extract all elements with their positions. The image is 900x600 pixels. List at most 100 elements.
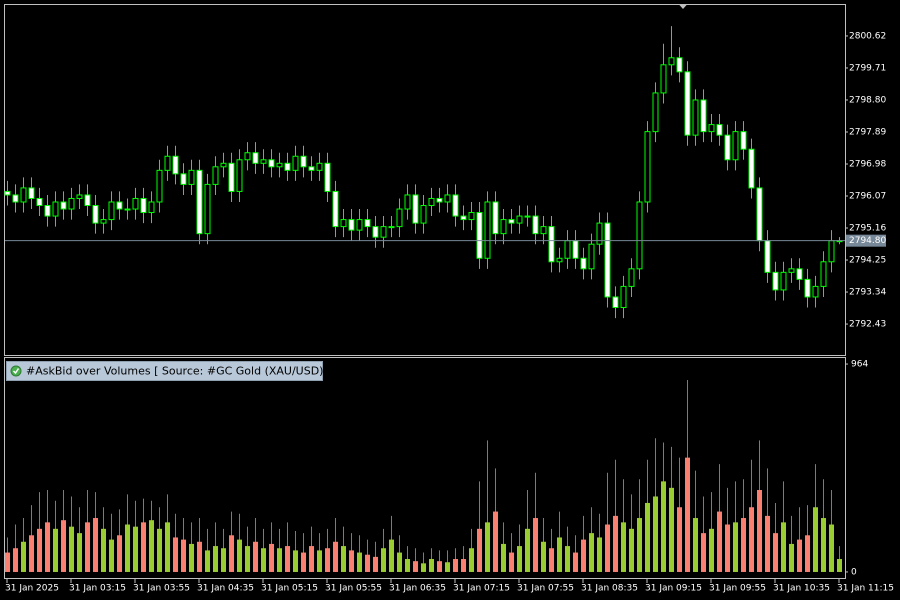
- candle-body: [364, 219, 371, 228]
- y-tick-label: 2794.25: [849, 256, 886, 266]
- volume-bar: [765, 515, 770, 572]
- candle-body: [812, 285, 819, 298]
- volume-bar: [253, 541, 258, 572]
- volume-bar: [661, 481, 666, 572]
- volume-bar: [21, 541, 26, 572]
- volume-bar: [341, 546, 346, 572]
- candle-body: [804, 278, 811, 298]
- volume-bar: [301, 552, 306, 572]
- candle-body: [348, 219, 355, 231]
- volume-layer: 964 0: [5, 360, 868, 577]
- candle-body: [12, 194, 19, 203]
- volume-bar: [37, 528, 42, 572]
- candle-body: [180, 173, 187, 185]
- candle-body: [452, 194, 459, 217]
- candle-body: [796, 268, 803, 280]
- volume-bar: [461, 559, 466, 572]
- volume-bar: [69, 526, 74, 572]
- volume-bar: [805, 535, 810, 572]
- candle-body: [252, 152, 259, 164]
- volume-bar: [277, 548, 282, 572]
- candle-body: [236, 159, 243, 192]
- volume-bar: [61, 520, 66, 572]
- x-tick-label: 31 Jan 05:55: [325, 584, 382, 594]
- candle-body: [396, 208, 403, 228]
- price-panel: [4, 4, 846, 356]
- candle-body: [156, 169, 163, 203]
- volume-bar: [117, 535, 122, 572]
- candle-body: [612, 296, 619, 309]
- candle-body: [100, 219, 107, 224]
- x-tick-label: 31 Jan 09:55: [709, 584, 766, 594]
- x-tick-label: 31 Jan 03:15: [69, 584, 126, 594]
- volume-bar: [749, 507, 754, 572]
- candle-body: [260, 159, 267, 164]
- candle-body: [708, 124, 715, 133]
- candle-body: [340, 219, 347, 228]
- candle-body: [412, 194, 419, 224]
- candle-body: [92, 205, 99, 224]
- volume-bar: [373, 556, 378, 572]
- volume-bar: [365, 554, 370, 572]
- volume-bar: [325, 548, 330, 572]
- candle-body: [580, 257, 587, 270]
- volume-bar: [413, 561, 418, 572]
- x-tick-label: 31 Jan 11:15: [837, 584, 894, 594]
- volume-bar: [709, 528, 714, 572]
- volume-bar: [653, 496, 658, 572]
- candle-body: [76, 194, 83, 199]
- candle-body: [764, 240, 771, 273]
- volume-bar: [605, 524, 610, 572]
- candle-body: [284, 162, 291, 171]
- volume-bar: [813, 507, 818, 572]
- candle-body: [572, 240, 579, 259]
- volume-bar: [149, 520, 154, 572]
- candle-body: [28, 187, 35, 199]
- volume-bar: [173, 537, 178, 572]
- candle-body: [716, 124, 723, 136]
- y-tick-label: 2792.43: [849, 320, 886, 330]
- volume-bar: [773, 533, 778, 572]
- indicator-title: #AskBid over Volumes [ Source: #GC Gold …: [26, 365, 331, 378]
- candle-body: [196, 169, 203, 235]
- current-price-label: 2794.80: [849, 236, 886, 246]
- candle-body: [388, 226, 395, 229]
- price-layer: 2800.62 2799.71 2798.80 2797.89 2796.98 2796.…: [4, 26, 886, 330]
- candle-body: [4, 190, 11, 196]
- candle-body: [140, 197, 147, 214]
- candle-body: [404, 194, 411, 210]
- volume-bar: [517, 546, 522, 572]
- volume-bar: [13, 548, 18, 572]
- indicator-label: #AskBid over Volumes [ Source: #GC Gold …: [6, 361, 331, 381]
- candle-body: [244, 152, 251, 161]
- candle-body: [300, 155, 307, 168]
- volume-bar: [429, 559, 434, 572]
- candle-body: [684, 71, 691, 136]
- candle-body: [492, 201, 499, 235]
- volume-bar: [285, 546, 290, 572]
- volume-bar: [245, 546, 250, 572]
- x-tick-label: 31 Jan 07:15: [453, 584, 510, 594]
- volume-bar: [677, 507, 682, 572]
- volume-bar: [269, 543, 274, 572]
- volume-bar: [669, 487, 674, 572]
- volume-bar: [477, 528, 482, 572]
- volume-bar: [717, 511, 722, 572]
- volume-bar: [829, 524, 834, 572]
- candle-body: [740, 131, 747, 150]
- volume-bar: [597, 537, 602, 572]
- x-tick-label: 31 Jan 07:55: [517, 584, 574, 594]
- volume-bar: [181, 539, 186, 572]
- candle-body: [532, 215, 539, 235]
- volume-bar: [509, 552, 514, 572]
- volume-bar: [133, 526, 138, 572]
- candle-body: [772, 271, 779, 291]
- candle-body: [148, 201, 155, 214]
- y-tick-label: 2797.89: [849, 127, 886, 137]
- x-tick-label: 31 Jan 09:15: [645, 584, 702, 594]
- candle-body: [308, 166, 315, 171]
- volume-bar: [389, 539, 394, 572]
- candle-body: [124, 208, 131, 211]
- volume-bar: [333, 541, 338, 572]
